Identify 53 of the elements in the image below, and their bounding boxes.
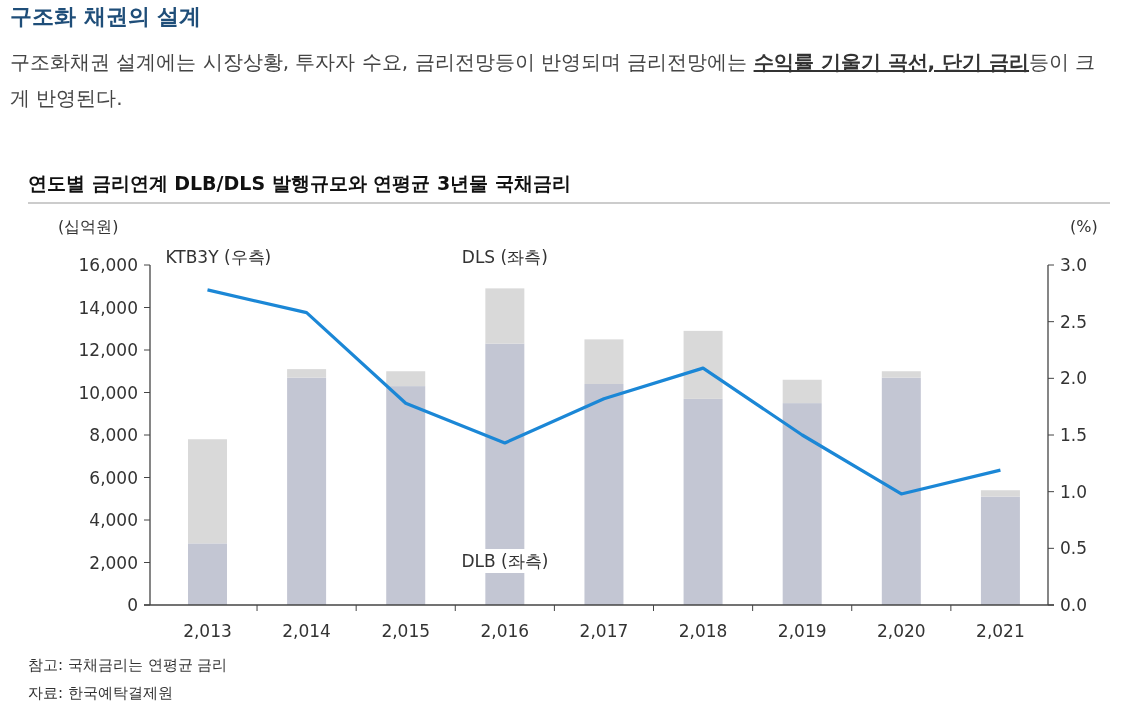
chart-title: 연도별 금리연계 DLB/DLS 발행규모와 연평균 3년물 국채금리 <box>28 172 571 194</box>
y2-tick-label: 3.0 <box>1060 255 1088 275</box>
y2-tick-label: 1.0 <box>1060 481 1088 502</box>
y-axis-title: (십억원) <box>58 217 119 236</box>
y-tick-label: 2,000 <box>89 552 138 573</box>
series-label: DLS (좌측) <box>461 247 548 267</box>
bar <box>187 543 227 605</box>
bar <box>386 386 426 605</box>
bar <box>683 398 723 605</box>
text: KTB3Y (우측) <box>165 247 272 267</box>
text: 구조화채권 설계에는 시장상황, 투자자 수요, 금리전망등이 반영되며 금리전망에는 수익률 기울기 곡선, 단기 금리등이 크게 반영된다. <box>10 50 1096 110</box>
bar <box>782 379 822 404</box>
series-label: DLB (좌측) <box>461 551 549 571</box>
y2-axis-title: (%) <box>1070 217 1098 236</box>
bar <box>782 403 822 605</box>
y-tick-label: 8,000 <box>89 425 138 445</box>
y-tick-label: 0 <box>127 595 138 615</box>
bar <box>584 384 624 605</box>
x-tick-label: 2,021 <box>976 621 1025 641</box>
line-series <box>205 288 1003 496</box>
x-tick-label: 2,019 <box>777 621 827 641</box>
bar <box>287 369 327 378</box>
x-tick-label: 2,016 <box>480 621 530 641</box>
y2-tick-label: 2.0 <box>1060 368 1088 389</box>
bar <box>187 439 227 544</box>
y-tick-label: 4,000 <box>89 510 138 530</box>
bar <box>584 339 624 384</box>
x-tick-label: 2,013 <box>183 621 232 641</box>
y-tick-label: 12,000 <box>78 340 138 360</box>
bar <box>485 288 525 344</box>
bar <box>980 496 1020 605</box>
x-tick-label: 2,015 <box>381 621 431 641</box>
x-tick-label: 2,018 <box>678 621 728 641</box>
bar <box>881 377 921 605</box>
y-tick-label: 16,000 <box>78 255 138 275</box>
bar <box>980 490 1020 497</box>
x-tick-label: 2,014 <box>282 621 331 641</box>
bar <box>386 371 426 387</box>
bar <box>881 371 921 378</box>
y-tick-label: 14,000 <box>78 297 138 318</box>
text: 참고: 국채금리는 연평균 금리 <box>28 656 228 674</box>
x-tick-label: 2,020 <box>876 621 926 641</box>
bar <box>683 330 723 399</box>
x-tick-label: 2,017 <box>579 621 629 641</box>
y2-tick-label: 0.0 <box>1060 595 1088 615</box>
y-tick-label: 6,000 <box>89 467 138 488</box>
bar <box>287 377 327 605</box>
y2-tick-label: 1.5 <box>1060 425 1088 445</box>
text: 자료: 한국예탁결제원 <box>28 684 173 702</box>
y2-tick-label: 0.5 <box>1060 538 1088 559</box>
y2-tick-label: 2.5 <box>1060 311 1088 332</box>
y-tick-label: 10,000 <box>78 382 138 403</box>
text: 구조화 채권의 설계 <box>10 3 202 31</box>
